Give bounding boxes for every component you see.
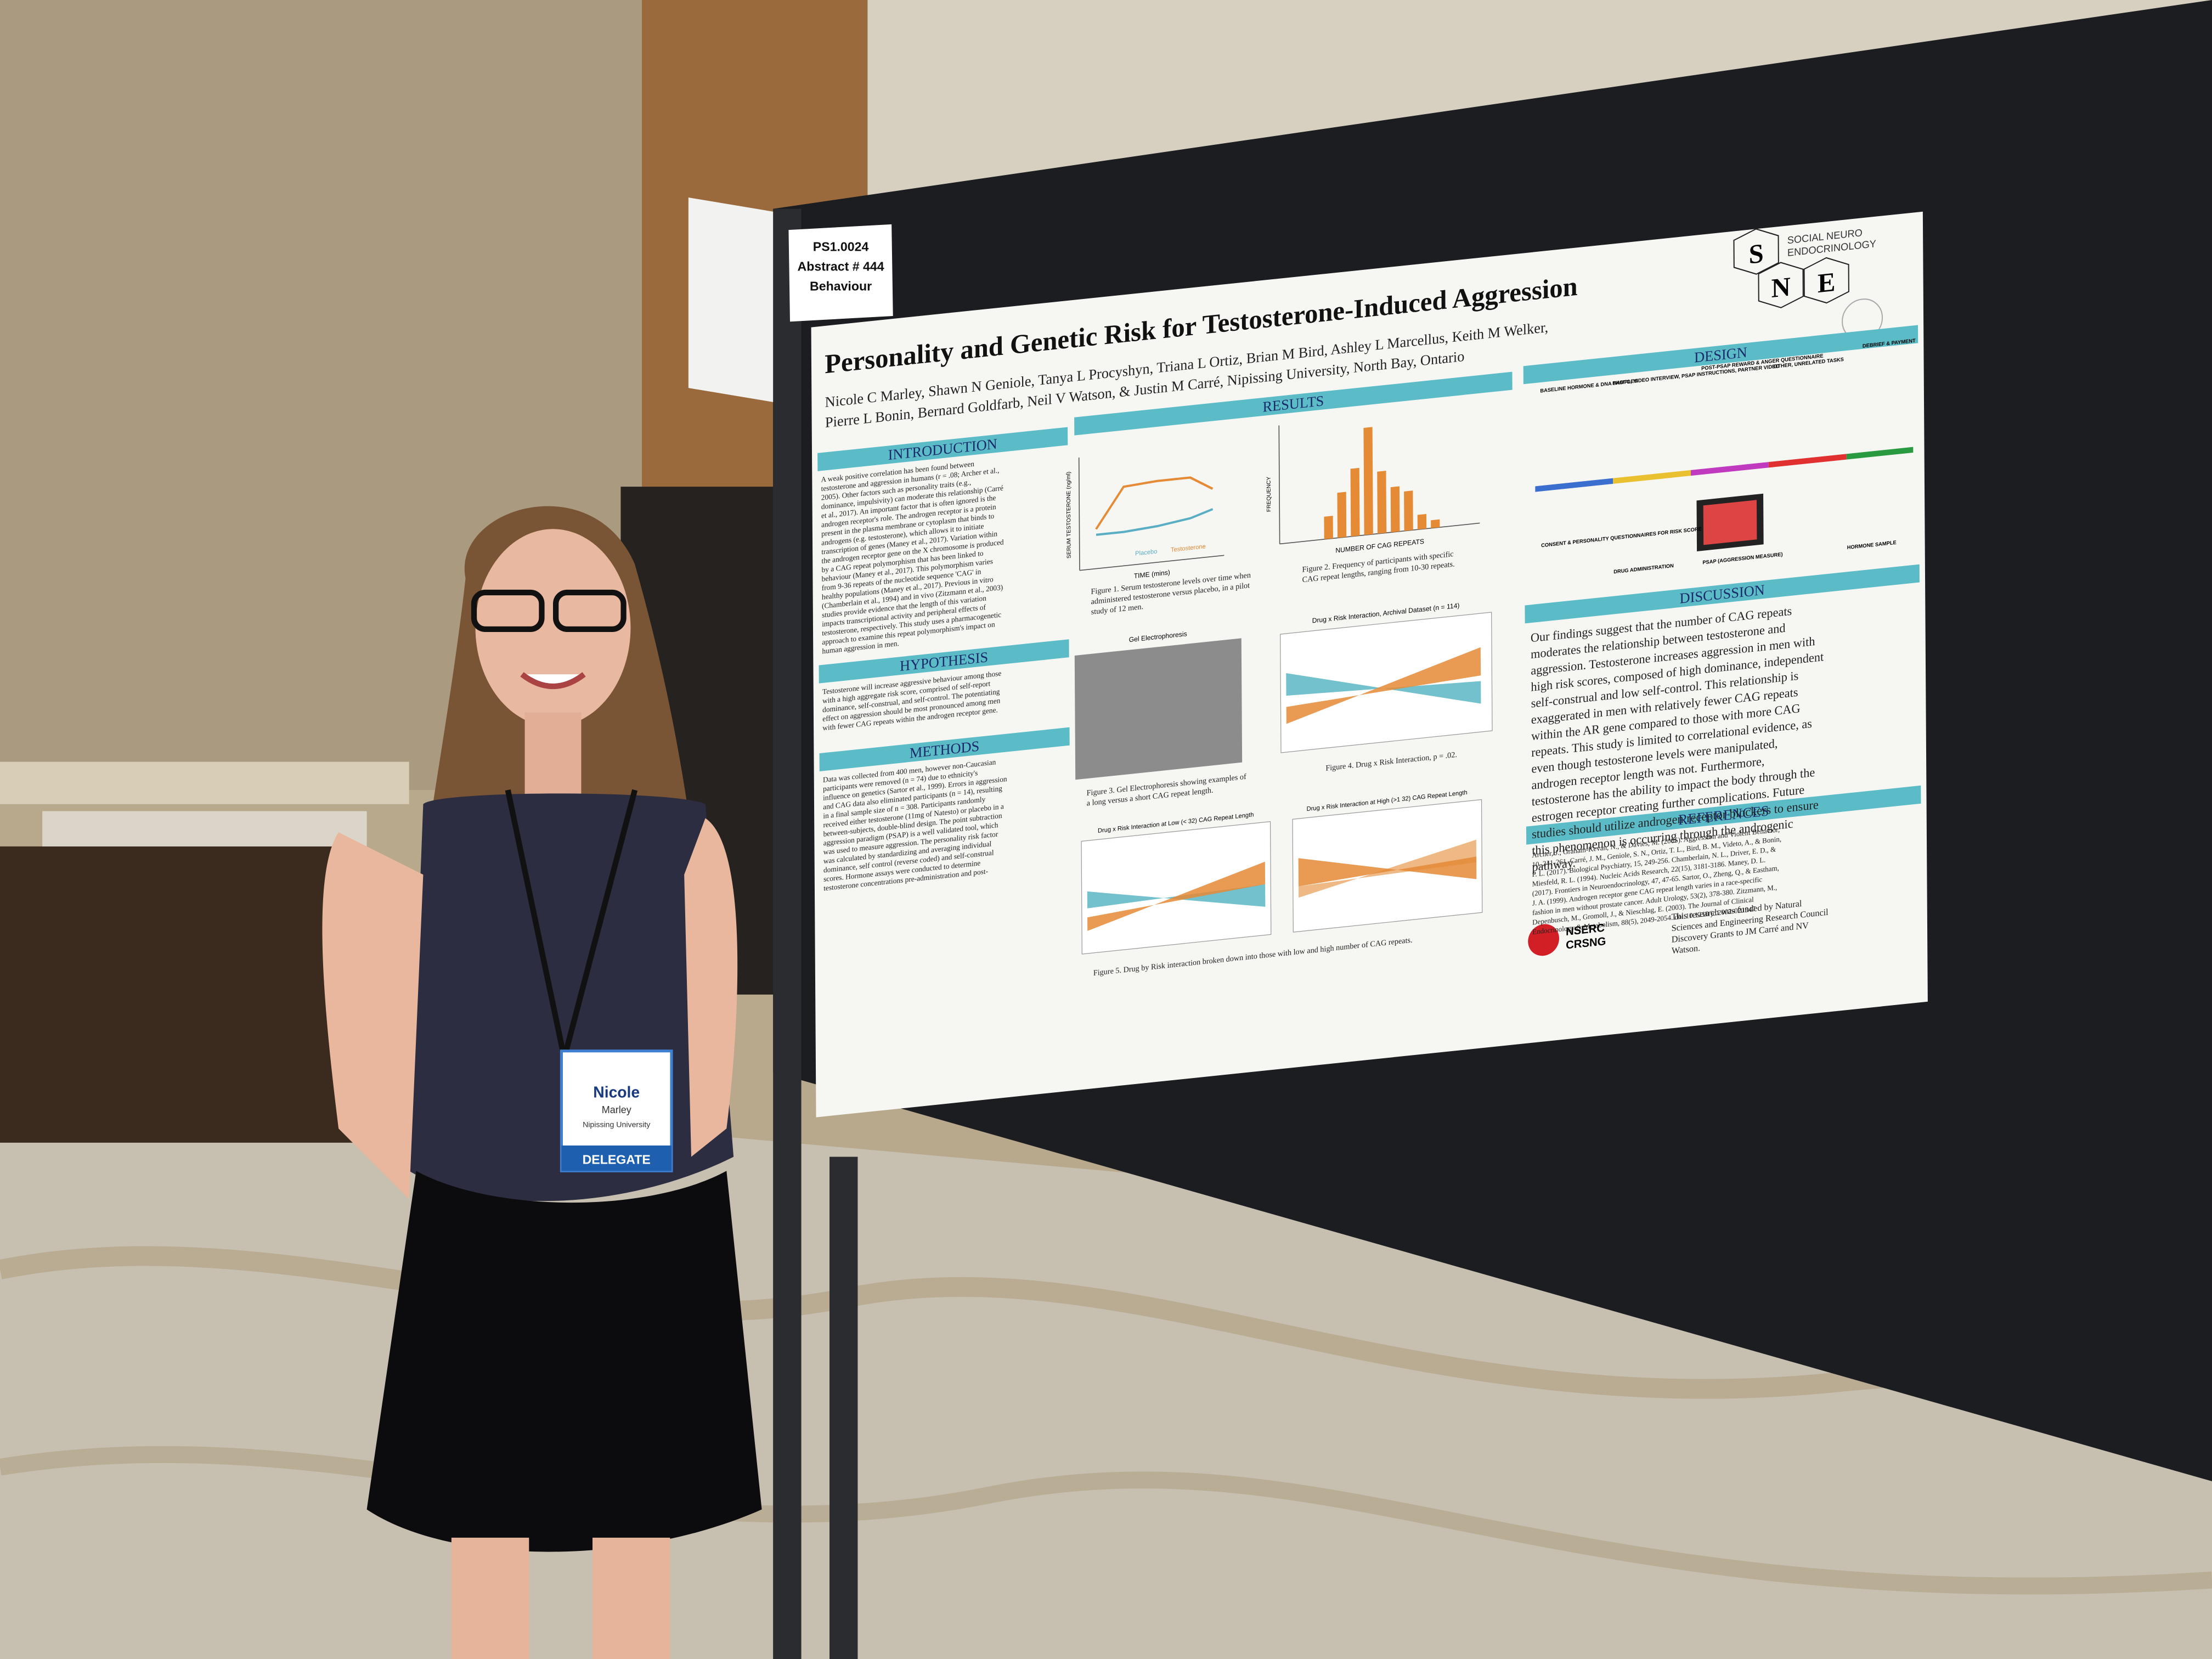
timeline xyxy=(1535,478,1613,492)
badge-role: DELEGATE xyxy=(583,1152,651,1166)
timeline xyxy=(1691,462,1769,476)
logo-hex xyxy=(1733,228,1779,275)
axis-title: FREQUENCY xyxy=(1266,476,1272,512)
badge-name: Nicole xyxy=(593,1084,640,1101)
logo-hex xyxy=(1803,257,1849,304)
left-arm xyxy=(322,832,424,1199)
section-bar xyxy=(1074,371,1513,436)
plot-frame xyxy=(1292,799,1483,933)
axis xyxy=(1078,457,1080,571)
carpet-pattern xyxy=(0,1446,2212,1595)
legend-label: Placebo xyxy=(1135,548,1157,557)
bar xyxy=(1417,514,1427,530)
badge-affiliation: Nipissing University xyxy=(583,1120,651,1129)
poster: Personality and Genetic Risk for Testost… xyxy=(811,211,1928,1118)
design-timeline xyxy=(1535,447,1914,551)
label-line: Behaviour xyxy=(810,279,872,294)
neck xyxy=(524,712,582,797)
bar xyxy=(1324,516,1333,540)
logo-letter: E xyxy=(1818,267,1836,299)
monitor-screen xyxy=(1703,500,1757,545)
board-leg xyxy=(830,1156,858,1659)
timeline xyxy=(1846,447,1914,460)
label-line: Abstract # 444 xyxy=(798,259,884,274)
bar xyxy=(1350,467,1360,537)
bar xyxy=(1404,490,1413,531)
figure-5a xyxy=(1081,821,1272,955)
glasses xyxy=(553,589,627,633)
label-card-text: PS1.0024 Abstract # 444 Behaviour xyxy=(798,240,884,294)
glasses xyxy=(471,589,545,633)
right-arm xyxy=(684,818,738,1157)
badge-surname: Marley xyxy=(602,1104,631,1115)
skirt xyxy=(366,1171,762,1552)
bar xyxy=(1431,519,1440,528)
section-bar xyxy=(1525,564,1920,624)
logo-hex xyxy=(1758,262,1804,308)
bar xyxy=(1377,471,1387,534)
bar xyxy=(1390,486,1400,533)
histogram-bars xyxy=(1324,427,1440,540)
section-bar xyxy=(819,727,1070,772)
axis xyxy=(1079,555,1224,571)
figure-5b xyxy=(1292,799,1483,933)
plot-frame xyxy=(1081,821,1272,955)
board-post xyxy=(773,208,802,1659)
testosterone-line xyxy=(1095,476,1214,530)
section-bar xyxy=(819,639,1069,684)
band xyxy=(1298,839,1477,898)
figure-2 xyxy=(1278,425,1480,545)
testosterone-band xyxy=(1087,861,1266,931)
testosterone-band xyxy=(1286,647,1481,724)
person: Nicole Marley Nipissing University DELEGATE xyxy=(322,506,762,1659)
glasses-row xyxy=(42,811,367,847)
section-bar xyxy=(817,427,1068,471)
label-line: PS1.0024 xyxy=(813,240,869,254)
axis xyxy=(1279,522,1480,545)
section-bar xyxy=(1526,785,1921,845)
gel-image xyxy=(1074,638,1243,780)
leg xyxy=(451,1537,529,1659)
placebo-line xyxy=(1096,508,1214,536)
counter-top xyxy=(0,761,409,804)
smile xyxy=(520,672,586,690)
bar xyxy=(1337,492,1347,538)
section-bar xyxy=(1523,325,1918,385)
axis-title: TIME (mins) xyxy=(1134,568,1170,580)
figure-1 xyxy=(1078,457,1224,571)
axis-title: SERUM TESTOSTERONE (ng/ml) xyxy=(1066,471,1073,558)
badge-text: Nicole Marley Nipissing University DELEGATE xyxy=(583,1084,651,1167)
logo-letter: S xyxy=(1748,238,1763,269)
leg xyxy=(592,1537,670,1659)
bar xyxy=(1363,427,1373,535)
side-table xyxy=(0,846,367,1143)
nserc-logo xyxy=(1528,924,1559,956)
face xyxy=(475,529,631,727)
badge-band xyxy=(561,1146,672,1171)
label-card xyxy=(788,224,893,322)
paper-sheet xyxy=(688,198,774,402)
figure-4 xyxy=(1280,612,1493,753)
timeline xyxy=(1768,454,1847,468)
timeline xyxy=(1613,470,1691,484)
logo-letter: N xyxy=(1771,271,1790,303)
plot-frame xyxy=(1280,612,1493,753)
